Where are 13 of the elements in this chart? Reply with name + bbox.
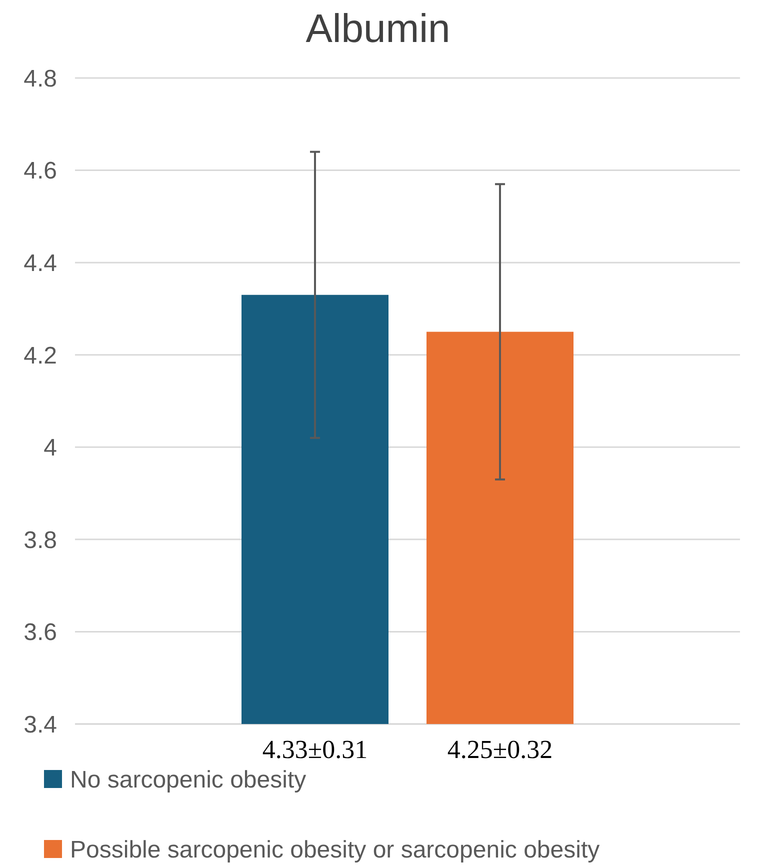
y-tick-label: 4 <box>44 434 57 462</box>
y-tick-label: 4.6 <box>24 158 57 185</box>
y-tick-label: 3.6 <box>24 619 57 646</box>
y-tick-label: 3.4 <box>24 711 57 738</box>
data-label: 4.25±0.32 <box>447 735 553 764</box>
y-tick-label: 3.8 <box>24 526 57 554</box>
y-tick-label: 4.2 <box>24 342 57 370</box>
legend-label: No sarcopenic obesity <box>70 766 306 794</box>
chart-title: Albumin <box>306 7 450 51</box>
legend-label: Possible sarcopenic obesity or sarcopenic obesity <box>70 836 600 864</box>
data-label: 4.33±0.31 <box>262 735 368 764</box>
y-tick-label: 4.8 <box>24 65 57 92</box>
y-tick-label: 4.4 <box>24 250 57 277</box>
